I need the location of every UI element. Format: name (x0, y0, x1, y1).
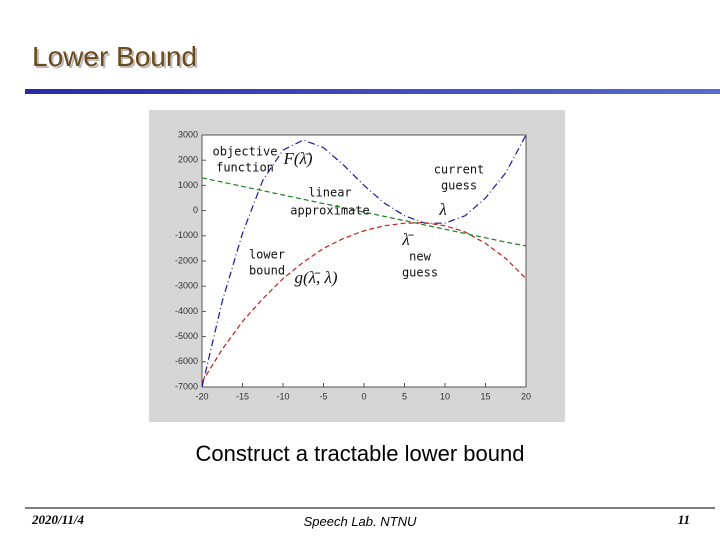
x-tick-label: 0 (361, 391, 366, 401)
y-tick-label: -5000 (175, 331, 198, 341)
footer-page: 11 (678, 512, 690, 527)
x-tick-label: 20 (521, 391, 531, 401)
annotation: λ (438, 200, 446, 219)
y-tick-label: -2000 (175, 255, 198, 265)
annotation: guess (441, 179, 477, 193)
series-line (201, 177, 527, 247)
x-tick-label: -10 (276, 391, 289, 401)
annotation: F(λ̄) (282, 149, 312, 168)
annotation: guess (402, 266, 438, 280)
annotation: approximate (290, 204, 369, 218)
y-tick-label: -7000 (175, 381, 198, 391)
y-tick-label: -6000 (175, 356, 198, 366)
annotation: function (216, 161, 274, 175)
x-tick-label: -20 (195, 391, 208, 401)
plot: 3000 2000 1000 0 -1000 -2000 -3000 -4000 -5000 -6… (175, 129, 531, 401)
x-tick-label: 5 (402, 391, 407, 401)
y-tick-label: 0 (193, 205, 198, 215)
y-tick-label: 3000 (178, 129, 198, 139)
caption: Construct a tractable lower bound (196, 441, 525, 466)
annotation: bound (249, 264, 285, 278)
series-line (201, 134, 527, 388)
plot-area (201, 134, 527, 388)
y-tick-label: -4000 (175, 306, 198, 316)
title-bar (25, 89, 720, 94)
y-tick-label: 1000 (178, 180, 198, 190)
annotation: current (434, 163, 485, 177)
x-tick-label: -15 (236, 391, 249, 401)
annotation: new (409, 250, 431, 264)
x-tick-label: -5 (319, 391, 327, 401)
y-tick-label: -3000 (175, 281, 198, 291)
annotation: lower (249, 248, 285, 262)
series-line (201, 222, 527, 383)
y-tick-label: -1000 (175, 230, 198, 240)
annotation: objective (212, 145, 277, 159)
annotation: g(λ̄, λ) (294, 268, 337, 287)
annotation: linear (308, 186, 351, 200)
x-tick-label: 10 (440, 391, 450, 401)
title-shadow: Lower Bound (34, 43, 199, 74)
footer-lab: Speech Lab. NTNU (304, 514, 417, 529)
y-tick-label: 2000 (178, 155, 198, 165)
x-tick-label: 15 (480, 391, 490, 401)
footer-date: 2020/11/4 (31, 512, 85, 527)
slide-title: Lower Bound (32, 41, 197, 72)
